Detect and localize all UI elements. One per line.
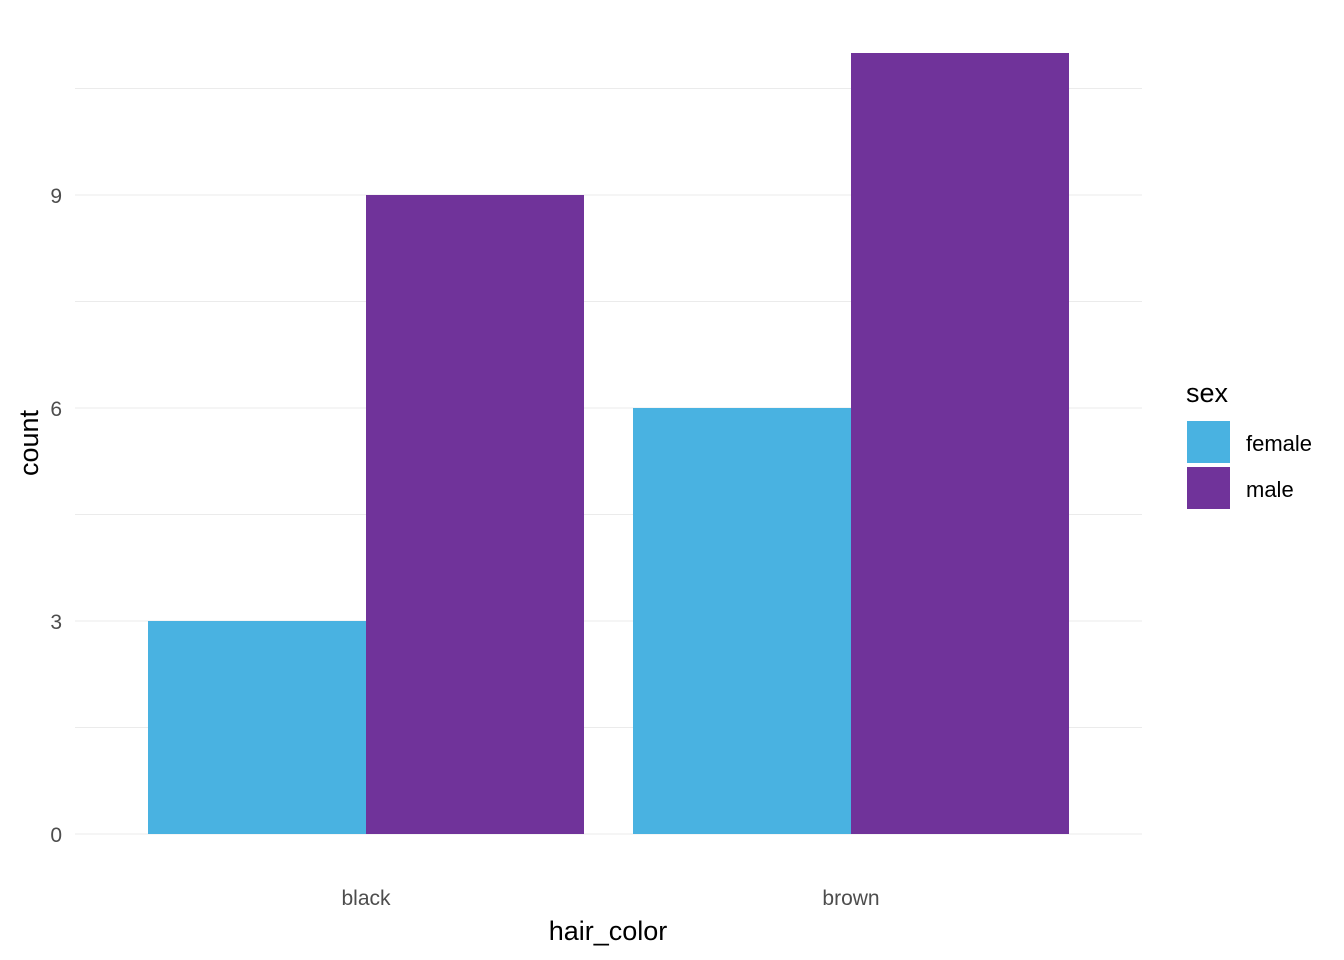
x-tick-label: brown bbox=[822, 887, 879, 910]
legend-label-female: female bbox=[1246, 431, 1312, 456]
y-axis-title: count bbox=[14, 409, 44, 476]
y-tick-label: 0 bbox=[50, 824, 62, 847]
y-tick-label: 9 bbox=[50, 185, 62, 208]
bars-layer bbox=[148, 53, 1069, 834]
legend-swatch-female bbox=[1187, 421, 1230, 463]
y-tick-label: 3 bbox=[50, 611, 62, 634]
legend-label-male: male bbox=[1246, 477, 1294, 502]
bar-female-black bbox=[148, 621, 366, 834]
y-tick-label: 6 bbox=[50, 398, 62, 421]
legend-items: female male bbox=[1187, 421, 1312, 509]
bar-male-black bbox=[366, 195, 584, 834]
x-axis: black brown bbox=[341, 887, 879, 910]
legend: sex female male bbox=[1186, 378, 1312, 509]
legend-swatch-male bbox=[1187, 467, 1230, 509]
legend-title: sex bbox=[1186, 378, 1229, 408]
bar-female-brown bbox=[633, 408, 851, 834]
x-tick-label: black bbox=[341, 887, 391, 910]
x-axis-title: hair_color bbox=[549, 916, 668, 946]
y-axis: 0 3 6 9 bbox=[50, 185, 62, 847]
bar-male-brown bbox=[851, 53, 1069, 834]
